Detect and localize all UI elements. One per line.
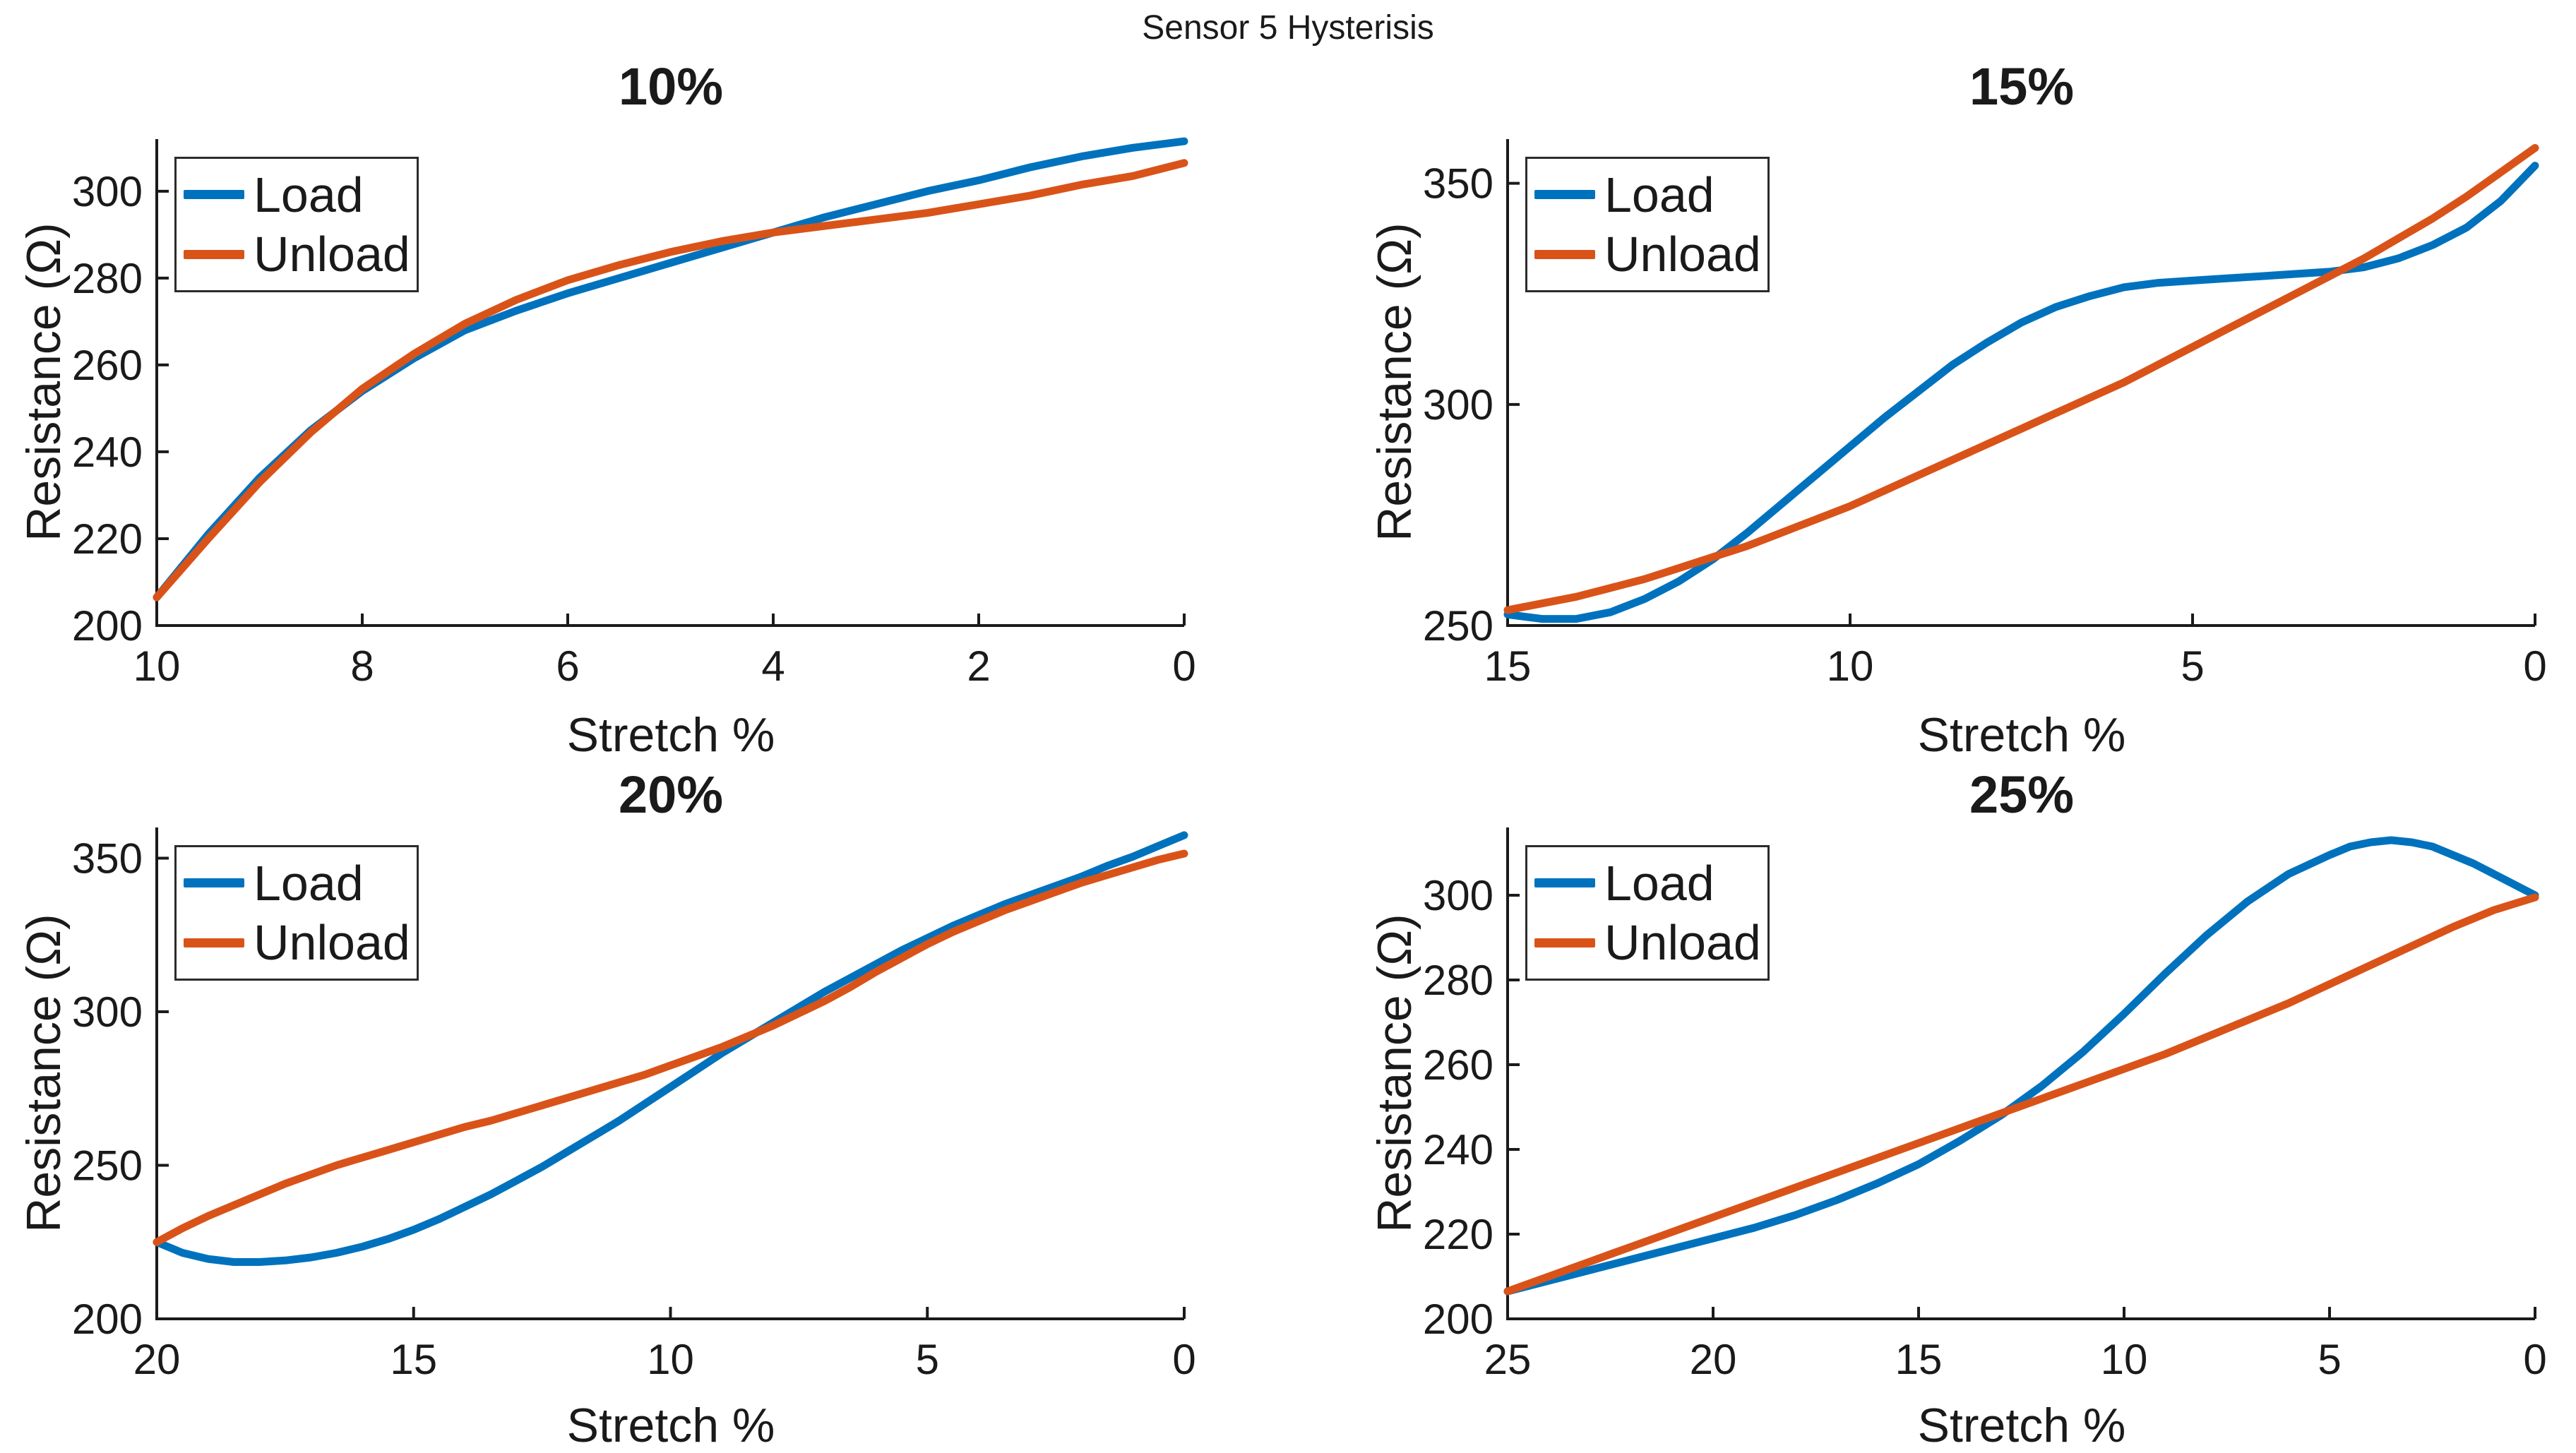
x-tick-label: 0 — [2523, 642, 2546, 690]
y-tick-label: 300 — [1423, 872, 1493, 919]
x-axis-label: Stretch % — [1917, 708, 2126, 762]
legend-label-load: Load — [254, 167, 364, 222]
subplot-title-25pct: 25% — [1969, 765, 2075, 824]
x-tick-label: 20 — [1690, 1336, 1737, 1383]
legend-label-unload: Unload — [254, 226, 410, 282]
x-axis-label: Stretch % — [566, 708, 775, 762]
y-tick-label: 240 — [1423, 1126, 1493, 1173]
x-tick-label: 2 — [967, 642, 990, 690]
legend-entry-load: Load — [1534, 167, 1767, 222]
y-tick-label: 200 — [1423, 1296, 1493, 1343]
x-tick-label: 0 — [2523, 1336, 2546, 1383]
x-tick-label: 5 — [916, 1336, 939, 1383]
legend-label-load: Load — [1604, 855, 1715, 911]
y-tick-label: 350 — [1423, 160, 1493, 208]
x-tick-label: 8 — [350, 642, 374, 690]
y-tick-label: 280 — [72, 255, 143, 302]
x-tick-label: 20 — [133, 1336, 181, 1383]
unload-curve — [1503, 144, 2539, 614]
load-line-swatch — [184, 878, 244, 888]
y-tick-label: 260 — [1423, 1041, 1493, 1089]
y-tick-label: 200 — [72, 1296, 143, 1343]
x-tick-label: 25 — [1484, 1336, 1532, 1383]
y-tick-label: 250 — [1423, 602, 1493, 650]
y-tick-label: 250 — [72, 1142, 143, 1190]
unload-line-swatch — [1534, 249, 1595, 259]
subplot-title-10pct: 10% — [618, 57, 724, 116]
x-axis-label: Stretch % — [566, 1399, 775, 1452]
legend: Load Unload — [174, 845, 419, 981]
x-tick-label: 10 — [647, 1336, 694, 1383]
y-axis-label: Resistance (Ω) — [17, 222, 71, 542]
x-tick-label: 5 — [2181, 642, 2204, 690]
legend-entry-load: Load — [1534, 855, 1767, 911]
x-tick-label: 6 — [556, 642, 579, 690]
y-axis-label: Resistance (Ω) — [1368, 222, 1421, 542]
y-tick-label: 260 — [72, 342, 143, 389]
legend-entry-unload: Unload — [184, 226, 417, 282]
x-tick-label: 15 — [1484, 642, 1532, 690]
unload-curve — [153, 849, 1188, 1246]
x-tick-label: 0 — [1172, 642, 1195, 690]
y-tick-label: 300 — [72, 168, 143, 215]
x-tick-label: 10 — [1827, 642, 1874, 690]
legend-entry-load: Load — [184, 855, 417, 911]
x-axis-label: Stretch % — [1917, 1399, 2126, 1452]
y-axis-label: Resistance (Ω) — [1368, 914, 1421, 1233]
x-tick-label: 0 — [1172, 1336, 1195, 1383]
y-tick-label: 300 — [72, 988, 143, 1036]
y-tick-label: 350 — [72, 835, 143, 883]
y-axis-label: Resistance (Ω) — [17, 914, 71, 1233]
legend-entry-unload: Unload — [184, 914, 417, 970]
unload-line-swatch — [1534, 938, 1595, 947]
legend: Load Unload — [1525, 157, 1770, 292]
load-line-swatch — [1534, 878, 1595, 888]
legend-label-load: Load — [254, 855, 364, 911]
unload-curve — [1503, 893, 2539, 1296]
x-tick-label: 15 — [390, 1336, 437, 1383]
legend-label-unload: Unload — [1604, 226, 1761, 282]
load-curve — [153, 831, 1188, 1266]
legend-entry-load: Load — [184, 167, 417, 222]
y-tick-label: 300 — [1423, 381, 1493, 429]
x-tick-label: 15 — [1895, 1336, 1943, 1383]
y-tick-label: 280 — [1423, 957, 1493, 1004]
subplot-title-20pct: 20% — [618, 765, 724, 824]
y-tick-label: 240 — [72, 429, 143, 476]
x-tick-label: 10 — [2101, 1336, 2148, 1383]
load-curve — [1503, 162, 2539, 623]
legend-label-unload: Unload — [1604, 914, 1761, 970]
unload-line-swatch — [184, 249, 244, 259]
x-tick-label: 10 — [133, 642, 181, 690]
legend-entry-unload: Unload — [1534, 226, 1767, 282]
y-tick-label: 220 — [1423, 1211, 1493, 1258]
figure-title: Sensor 5 Hysterisis — [1142, 9, 1434, 47]
load-line-swatch — [1534, 190, 1595, 200]
legend-entry-unload: Unload — [1534, 914, 1767, 970]
load-curve — [1503, 836, 2539, 1296]
load-line-swatch — [184, 190, 244, 200]
legend-label-unload: Unload — [254, 914, 410, 970]
x-tick-label: 5 — [2318, 1336, 2341, 1383]
subplot-title-15pct: 15% — [1969, 57, 2075, 116]
x-tick-label: 4 — [761, 642, 785, 690]
legend-label-load: Load — [1604, 167, 1715, 222]
legend: Load Unload — [174, 157, 419, 292]
y-tick-label: 200 — [72, 602, 143, 650]
y-tick-label: 220 — [72, 515, 143, 563]
unload-line-swatch — [184, 938, 244, 947]
unload-curve — [153, 159, 1188, 602]
legend: Load Unload — [1525, 845, 1770, 981]
